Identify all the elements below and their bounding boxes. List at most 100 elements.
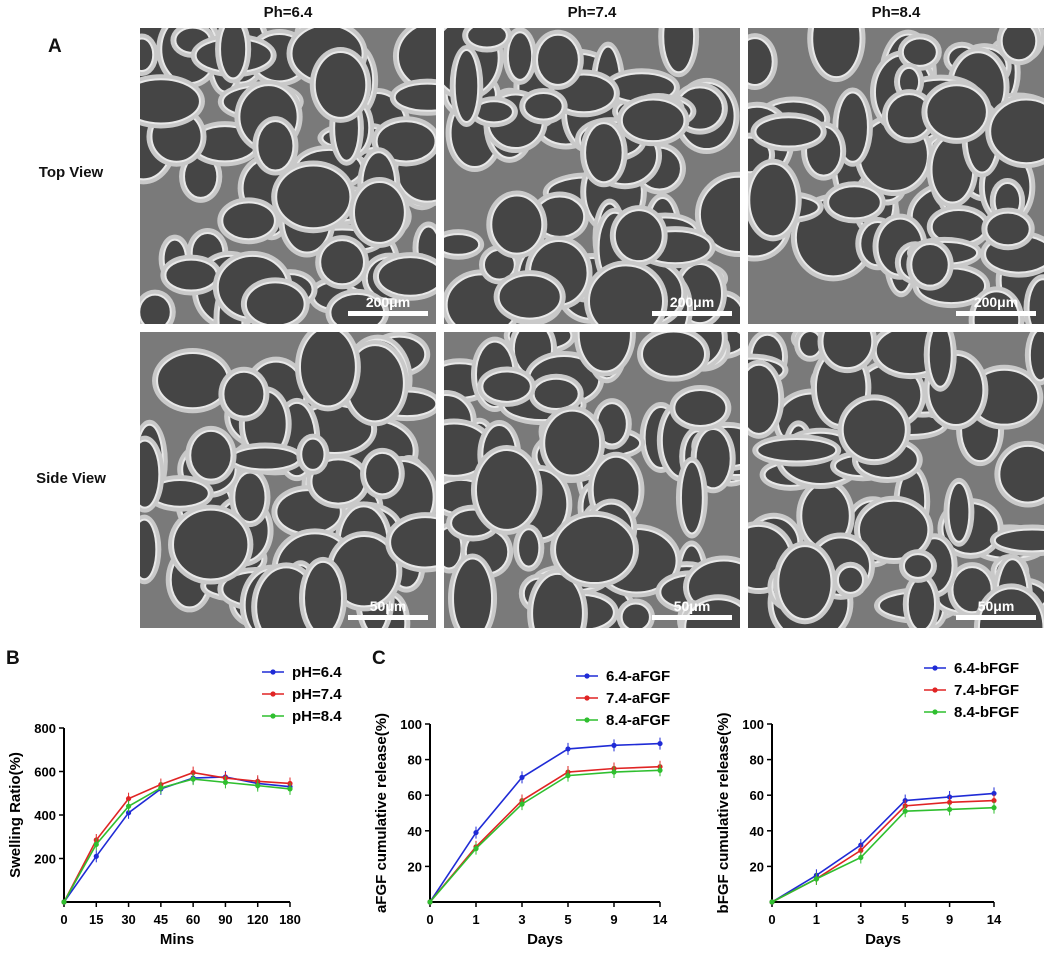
y-tick-label: 100 [400,717,422,732]
data-point [190,769,196,776]
data-point [93,841,99,847]
y-tick-label: 800 [34,721,56,736]
x-tick-label: 0 [426,912,433,927]
pore [985,211,1031,247]
legend-label: pH=7.4 [292,686,342,703]
data-point [255,783,261,789]
x-tick-label: 15 [89,912,103,927]
pore [902,553,933,579]
series-line [429,769,661,903]
series-line [771,806,995,903]
data-point [125,803,132,809]
data-point [565,773,571,779]
pore [531,572,584,628]
sem-texture [140,28,436,324]
pore [543,409,602,477]
pore [453,48,480,123]
y-axis-label: bFGF cumulative release(%) [715,713,732,914]
x-tick-label: 30 [121,912,135,927]
y-tick-label: 20 [408,859,422,874]
legend-marker [932,687,938,693]
data-point [158,785,164,791]
scale-bar: 200μm [348,294,428,316]
pore [836,565,864,594]
data-point [858,854,864,861]
sem-image-top-ph-8-4: 200μm [748,28,1044,324]
y-tick-label: 60 [750,788,764,803]
data-point [287,786,293,792]
pore [662,28,696,74]
data-point [473,846,479,852]
y-tick-label: 20 [750,859,764,874]
pore [554,514,635,585]
x-tick-label: 3 [857,912,864,927]
pore [474,449,539,531]
series-line [771,799,995,903]
scale-bar: 50μm [652,598,732,620]
sem-texture [444,332,740,628]
x-tick-label: 5 [564,912,571,927]
scale-bar-label: 200μm [973,294,1019,310]
legend-label: 6.4-aFGF [606,668,670,685]
y-tick-label: 80 [408,753,422,768]
pore [620,602,651,628]
x-axis-label: Mins [160,931,194,948]
pore [1000,28,1038,62]
scale-bar: 200μm [652,294,732,316]
x-tick-label: 45 [154,912,168,927]
sem-image-side-ph-8-4: 50μm [748,332,1044,628]
pore [490,194,544,255]
column-heading-ph-8-4: Ph=8.4 [871,4,921,21]
sem-image-side-ph-6-4: 50μm [140,332,436,628]
x-tick-label: 3 [518,912,525,927]
legend-label: 8.4-bFGF [954,704,1019,721]
x-axis-label: Days [865,931,901,948]
column-heading-ph-7-4: Ph=7.4 [567,4,617,21]
pore [684,598,740,628]
y-tick-label: 40 [408,824,422,839]
data-point [222,779,229,785]
data-point [657,767,663,773]
pore [244,281,306,324]
pore [222,370,266,418]
data-point [611,769,617,775]
panel-b-letter: B [6,648,20,669]
pore [754,116,823,148]
pore [444,233,481,256]
series-line [63,778,291,903]
bfgf-release-chart: 20 40 60 80 100 0 1 3 5 9 14 Days bFGF cumulative re… [715,660,1019,948]
x-tick-label: 90 [218,912,232,927]
data-point [991,790,997,797]
pore [156,352,230,410]
pore [300,437,326,471]
scale-bar-label: 50μm [977,598,1015,614]
data-point [519,801,525,807]
pore [140,518,158,581]
panel-c-letter: C [372,648,386,669]
pore [777,545,833,621]
scale-bar-label: 200μm [669,294,715,310]
scale-bar: 200μm [956,294,1036,316]
pore [993,528,1044,553]
pore [140,37,155,72]
legend-label: 7.4-bFGF [954,682,1019,699]
x-tick-label: 9 [610,912,617,927]
pore [748,363,781,435]
pore [233,471,267,524]
pore [523,92,564,121]
row-heading-top-view: Top View [38,164,104,181]
pore [641,332,706,378]
scale-bar: 50μm [956,598,1036,620]
pore [256,120,295,172]
column-heading-ph-6-4: Ph=6.4 [263,4,313,21]
pore [303,560,344,628]
sem-image-side-ph-7-4: 50μm [444,332,740,628]
data-point [947,806,953,813]
pore [577,332,632,373]
y-tick-label: 100 [742,717,764,732]
pore [353,180,406,244]
pore [698,175,740,253]
series-line [429,742,661,903]
pore [841,398,907,462]
legend-marker [584,717,590,723]
